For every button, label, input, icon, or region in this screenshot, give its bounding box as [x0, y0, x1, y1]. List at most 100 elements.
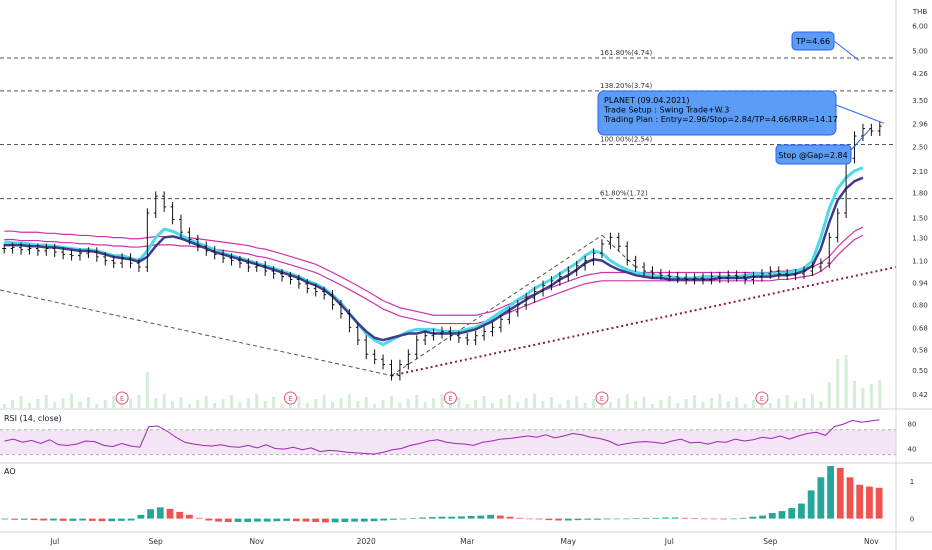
- volume-bar: [853, 381, 857, 408]
- moving-average-ema-fast: [4, 166, 864, 347]
- ao-bar: [79, 518, 86, 521]
- earnings-marker-label: E: [288, 395, 292, 403]
- ao-bar: [467, 515, 475, 519]
- volume-bar: [794, 402, 798, 408]
- tp-callout-text: TP=4.66: [795, 37, 830, 46]
- ao-bar: [846, 477, 854, 519]
- ao-bar: [681, 517, 689, 519]
- ao-bar: [30, 518, 38, 521]
- ao-bar: [215, 518, 222, 522]
- volume-bar: [499, 399, 503, 408]
- ao-bar: [749, 516, 757, 519]
- volume-bar: [507, 395, 511, 408]
- uptrend-dotted-line: [391, 266, 897, 377]
- volume-bar: [196, 400, 200, 408]
- volume-bar: [331, 402, 335, 408]
- volume-bar: [516, 402, 520, 408]
- volume-bar: [213, 403, 217, 408]
- ao-bar: [98, 518, 106, 522]
- volume-bar: [701, 402, 705, 408]
- volume-bar: [230, 395, 234, 408]
- ao-bar: [205, 518, 213, 521]
- ao-bar: [759, 515, 766, 519]
- ao-bar: [827, 466, 834, 519]
- ao-bar: [496, 515, 504, 519]
- time-axis-tick-label: Sep: [149, 537, 163, 546]
- ao-bar: [574, 518, 582, 521]
- volume-bar: [440, 394, 444, 408]
- volume-bar: [398, 403, 402, 408]
- ao-bar: [594, 518, 601, 520]
- volume-bar: [381, 400, 385, 408]
- volume-bar: [2, 404, 6, 408]
- ao-bar: [69, 518, 77, 521]
- volume-bar: [373, 404, 377, 408]
- rsi-title: RSI (14, close): [4, 414, 62, 423]
- price-axis-tick-label: 6.00: [912, 22, 928, 30]
- ao-bar: [613, 518, 621, 520]
- volume-bar: [112, 396, 116, 408]
- ao-bar: [283, 518, 290, 521]
- ao-bar: [506, 516, 514, 519]
- earnings-marker-label: E: [760, 395, 764, 403]
- volume-bar: [659, 400, 663, 408]
- ao-bar: [1, 518, 9, 520]
- volume-bar: [423, 402, 427, 408]
- ao-bar: [59, 518, 67, 521]
- trend-line: [601, 234, 636, 268]
- ao-bar: [40, 518, 48, 521]
- ao-bar: [302, 518, 310, 522]
- ao-panel[interactable]: AO: [1, 466, 883, 523]
- ao-bar: [390, 518, 397, 520]
- ao-bar: [448, 516, 456, 519]
- time-axis-tick-label: Jul: [664, 537, 674, 546]
- volume-bar: [78, 401, 82, 408]
- ao-bar: [409, 518, 417, 519]
- earnings-marker-circle: [283, 391, 297, 405]
- volume-bar: [86, 397, 90, 408]
- ao-bar: [312, 518, 320, 522]
- ao-bar: [224, 518, 232, 522]
- ao-bar: [652, 517, 660, 519]
- volume-bar: [11, 400, 15, 408]
- ao-bar: [545, 518, 553, 521]
- ao-bar: [623, 518, 630, 520]
- ao-bar: [234, 518, 242, 522]
- setup-callout-pointer: [835, 104, 885, 124]
- ao-bar: [603, 518, 611, 520]
- price-axis-tick-label: 5.00: [912, 48, 928, 56]
- price-axis-tick-label: 0.58: [912, 346, 928, 354]
- price-axis-tick-label: 0.50: [912, 367, 928, 375]
- fib-level-label: 61.80%(1.72): [600, 190, 648, 198]
- volume-bar: [752, 400, 756, 408]
- volume-bar: [549, 397, 553, 408]
- ao-bar: [691, 518, 698, 519]
- volume-bar: [718, 394, 722, 408]
- setup-callout-box: [597, 90, 837, 136]
- volume-bar: [272, 397, 276, 408]
- ao-bar: [477, 515, 485, 519]
- volume-bar: [103, 400, 107, 408]
- rsi-panel[interactable]: RSI (14, close): [0, 414, 896, 456]
- ao-bar: [156, 507, 164, 519]
- volume-bar: [693, 395, 697, 408]
- price-axis-tick-label: 2.50: [912, 144, 928, 152]
- ao-bar: [118, 518, 125, 521]
- setup-callout-text: Trading Plan : Entry=2.96/Stop=2.84/TP=4…: [603, 115, 838, 124]
- ao-bar: [866, 486, 873, 519]
- ao-bar: [370, 518, 378, 522]
- ao-bar: [739, 517, 747, 519]
- ao-bar: [419, 517, 426, 519]
- ao-bar: [428, 517, 436, 519]
- price-axis-tick-label: 1.80: [912, 189, 928, 197]
- time-axis-tick-label: Nov: [249, 537, 264, 546]
- volume-bar: [533, 394, 537, 408]
- price-axis-tick-label: 1.10: [912, 258, 928, 266]
- volume-bar: [221, 399, 225, 408]
- time-axis-tick-label: May: [561, 537, 577, 546]
- volume-bar: [667, 396, 671, 408]
- volume-bar: [432, 398, 436, 408]
- volume-bar: [617, 398, 621, 408]
- volume-bar: [735, 397, 739, 408]
- ao-bar: [710, 518, 718, 520]
